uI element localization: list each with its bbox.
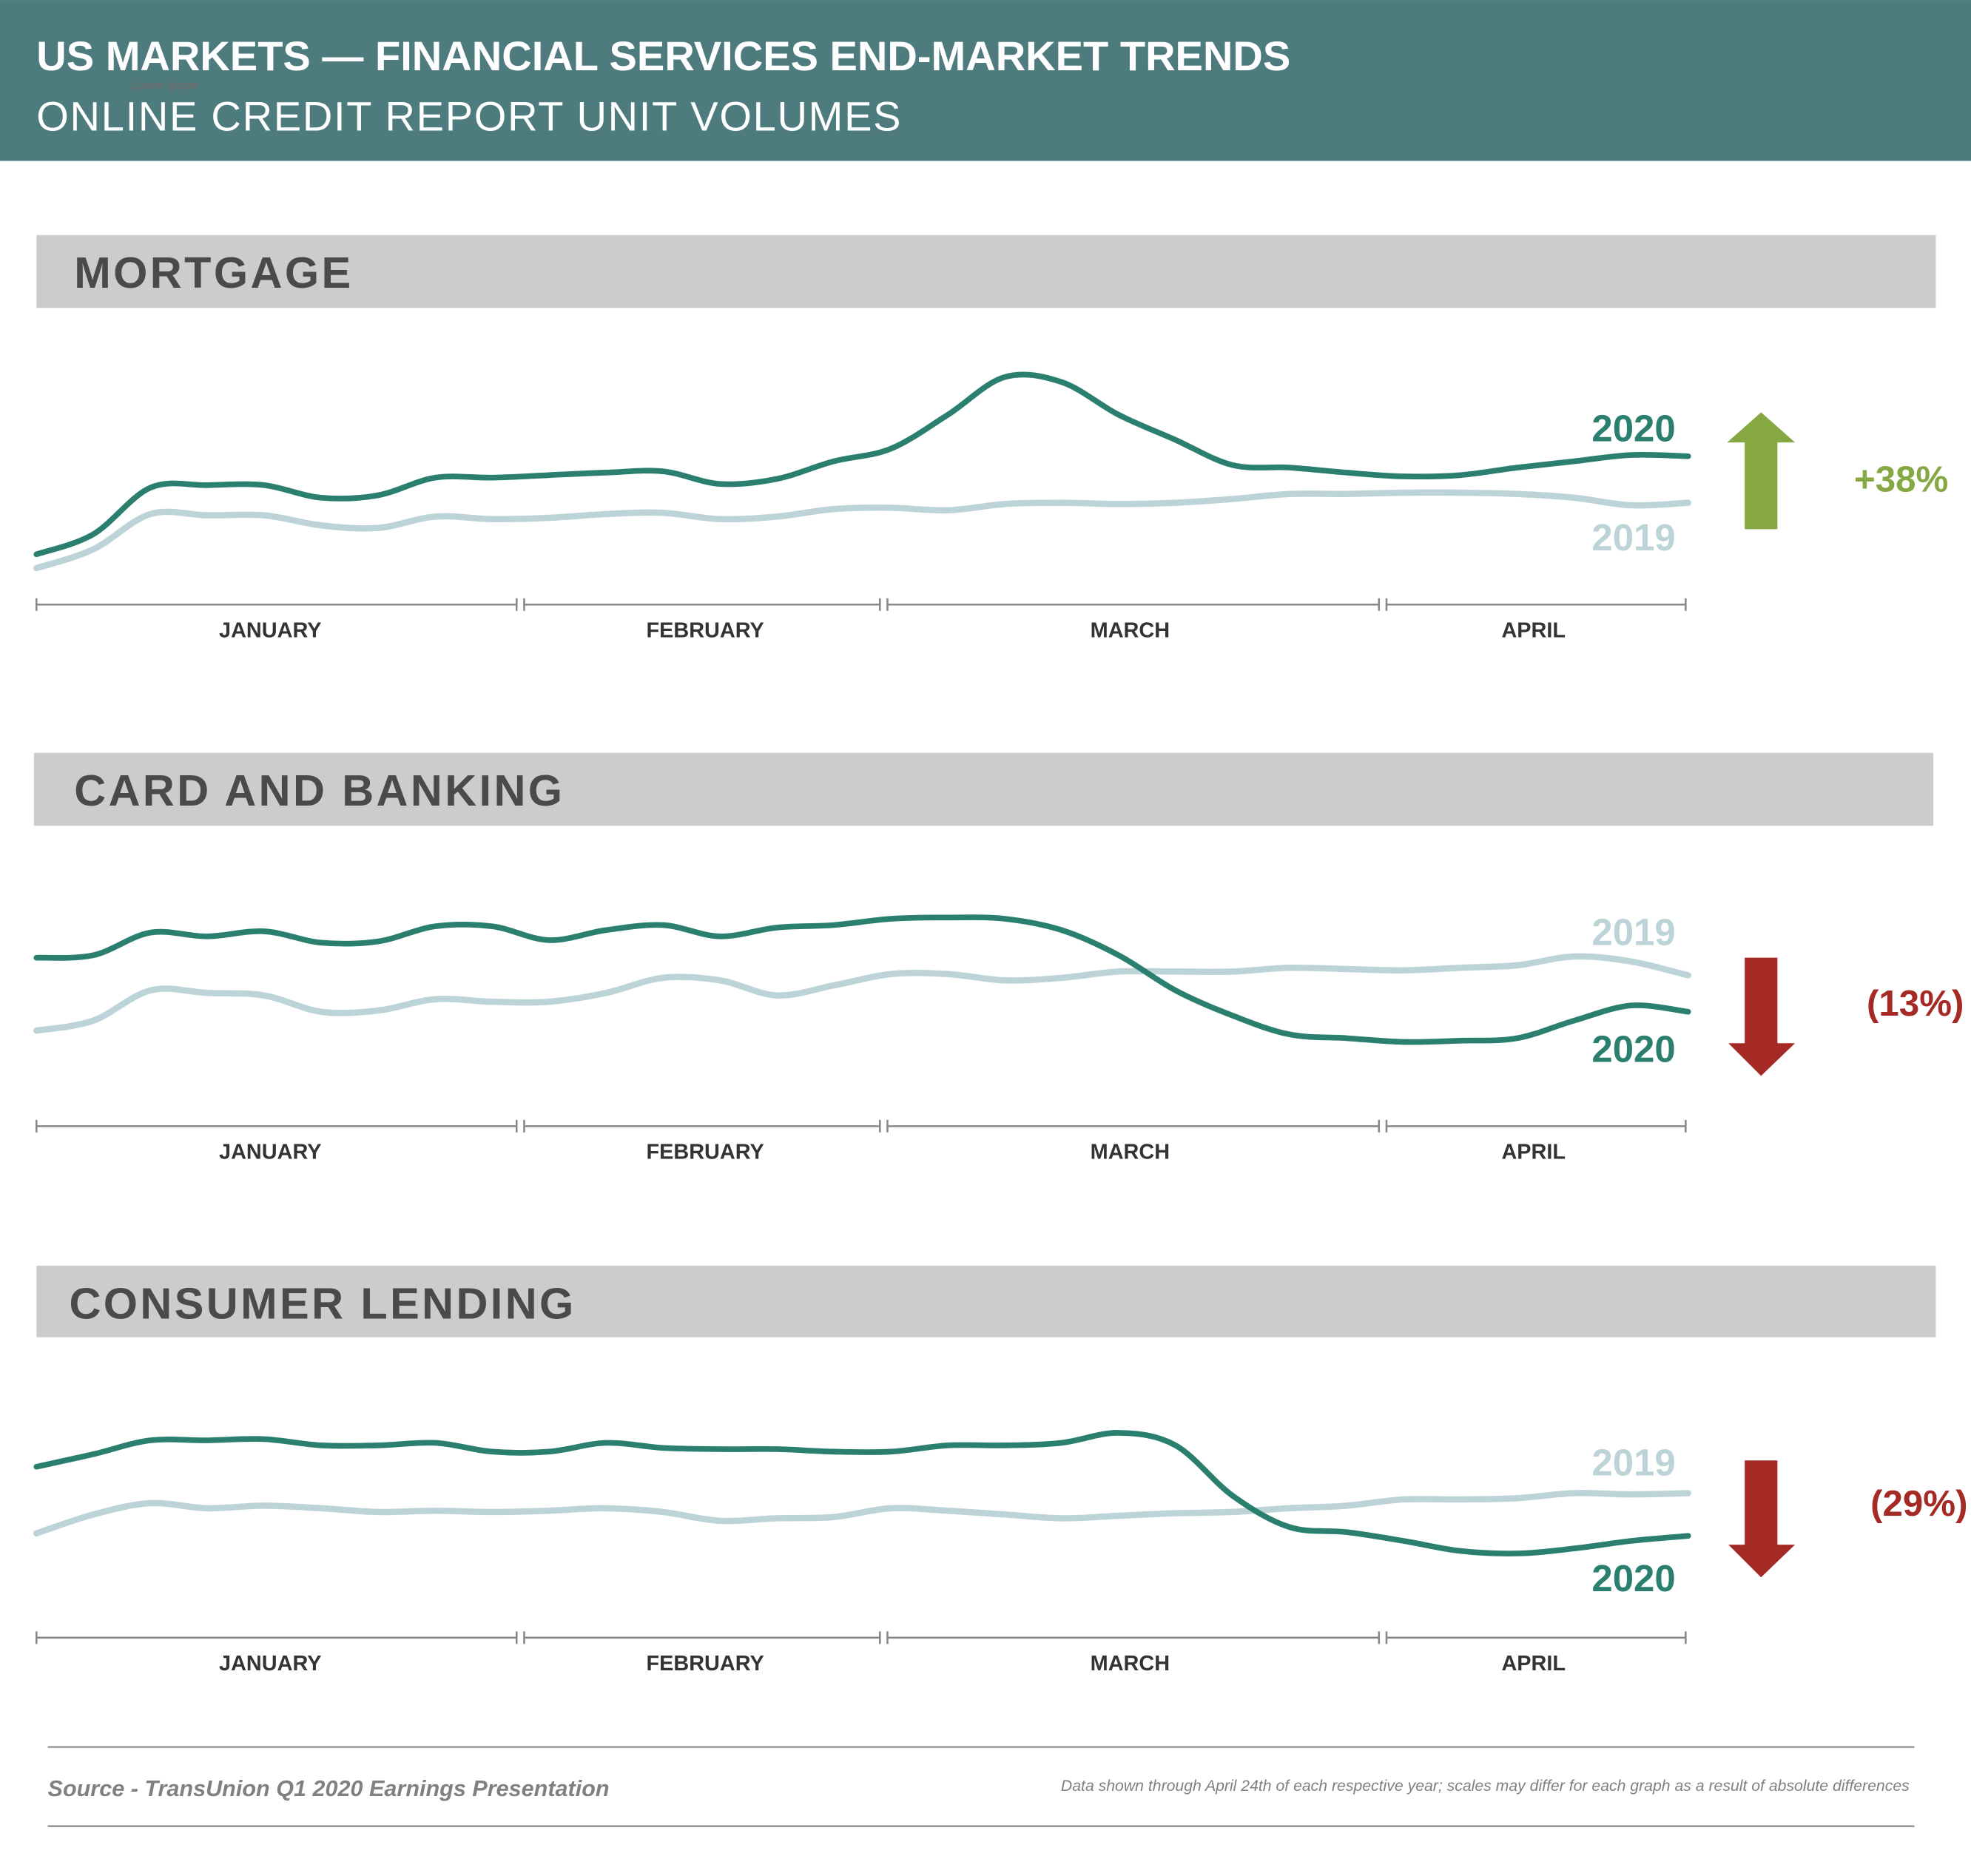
month-label: MARCH	[1091, 618, 1170, 642]
section-title: CARD AND BANKING	[74, 766, 565, 815]
section-header-bar	[36, 1265, 1936, 1337]
month-label: APRIL	[1501, 618, 1566, 642]
series-line-2020	[33, 914, 1691, 1045]
arrow-up-icon	[1727, 412, 1796, 530]
footnote-text: Data shown through April 24th of each re…	[1061, 1778, 1910, 1795]
month-label: FEBRUARY	[646, 1141, 764, 1164]
source-text: Source - TransUnion Q1 2020 Earnings Pre…	[48, 1776, 610, 1801]
change-percent: (29%)	[1870, 1483, 1967, 1524]
arrow-down-icon	[1728, 1460, 1796, 1578]
legend-label-2019: 2019	[1591, 516, 1675, 559]
section-title: MORTGAGE	[74, 248, 353, 297]
watermark-text: Lorem Ipsum	[132, 80, 198, 92]
page-subtitle: ONLINE CREDIT REPORT UNIT VOLUMES	[36, 93, 902, 140]
month-label: FEBRUARY	[646, 618, 764, 642]
month-label: APRIL	[1501, 1652, 1566, 1676]
month-label: FEBRUARY	[646, 1652, 764, 1676]
chart-consumer-lending: CONSUMER LENDING JANUARY FEBRUARY MARCH APRI…	[33, 1265, 1968, 1676]
series-line-2019	[33, 1490, 1691, 1537]
legend-label-2019: 2019	[1591, 911, 1675, 954]
month-label: MARCH	[1091, 1141, 1170, 1164]
page-title: US MARKETS — FINANCIAL SERVICES END-MARK…	[36, 33, 1290, 79]
section-title: CONSUMER LENDING	[69, 1278, 576, 1328]
series-line-2020	[33, 371, 1691, 558]
legend-label-2020: 2020	[1591, 1028, 1675, 1070]
series-line-2019	[33, 953, 1691, 1034]
change-percent: (13%)	[1867, 983, 1964, 1024]
month-label: JANUARY	[219, 1141, 322, 1164]
header-banner	[0, 0, 1971, 161]
arrow-down-icon	[1728, 957, 1796, 1076]
series-line-2020	[33, 1430, 1691, 1556]
legend-label-2020: 2020	[1591, 407, 1675, 449]
month-label: JANUARY	[219, 618, 322, 642]
section-header-bar	[36, 234, 1936, 308]
chart-mortgage: MORTGAGE JANUARY FEBRUARY MARCH APRIL 2020 201…	[33, 234, 1948, 642]
legend-label-2020: 2020	[1591, 1557, 1675, 1599]
month-label: APRIL	[1501, 1141, 1566, 1164]
chart-card-and-banking: CARD AND BANKING JANUARY FEBRUARY MARCH APRI…	[33, 752, 1964, 1164]
legend-label-2019: 2019	[1591, 1442, 1675, 1484]
month-label: MARCH	[1091, 1652, 1170, 1676]
change-percent: +38%	[1854, 459, 1948, 499]
month-label: JANUARY	[219, 1652, 322, 1676]
section-header-bar	[33, 752, 1934, 826]
series-line-2019	[33, 489, 1691, 572]
